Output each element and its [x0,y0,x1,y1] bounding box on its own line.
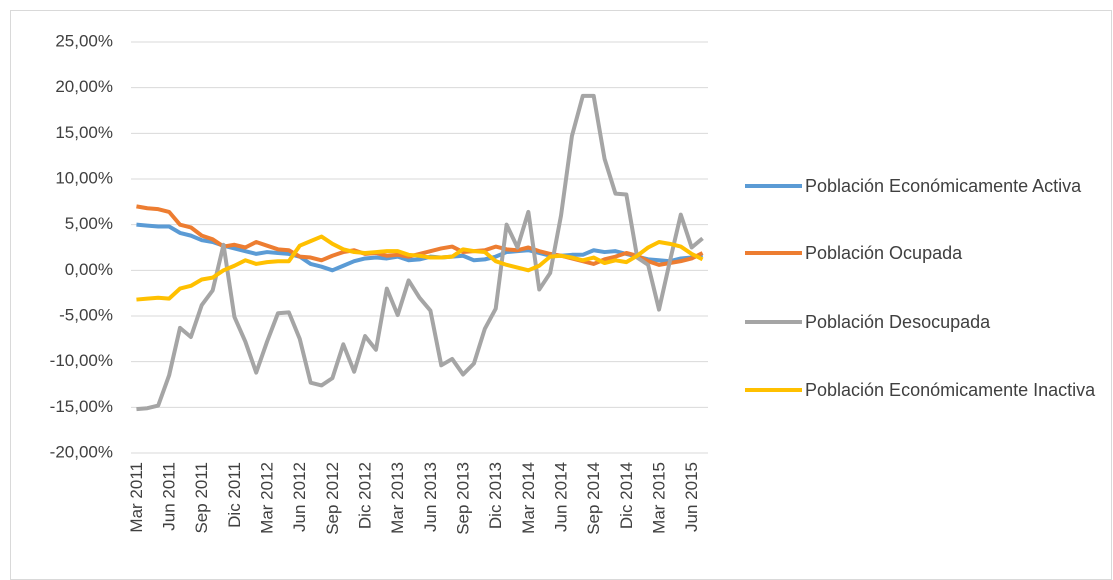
y-tick-label: 10,00% [55,168,113,187]
x-tick-label: Mar 2013 [388,462,407,534]
y-tick-label: -15,00% [50,397,113,416]
legend-label: Población Económicamente Activa [805,176,1082,196]
y-tick-label: 15,00% [55,123,113,142]
x-tick-label: Mar 2014 [519,462,538,534]
y-tick-label: 25,00% [55,31,113,50]
x-tick-label: Mar 2012 [258,462,277,534]
x-tick-label: Sep 2012 [323,462,342,535]
x-tick-label: Jun 2011 [160,462,179,531]
y-tick-label: -5,00% [59,305,113,324]
y-tick-label: 5,00% [65,214,113,233]
x-tick-label: Dic 2012 [356,462,375,529]
y-tick-label: 0,00% [65,260,113,279]
x-tick-label: Jun 2014 [552,462,571,532]
x-tick-label: Sep 2014 [584,462,603,535]
x-tick-label: Dic 2013 [486,462,505,529]
x-tick-label: Jun 2012 [290,462,309,532]
x-tick-label: Dic 2011 [225,462,244,528]
y-tick-label: -10,00% [50,351,113,370]
y-tick-label: -20,00% [50,442,113,461]
x-tick-label: Mar 2015 [649,462,668,534]
series-line [136,93,704,412]
series-line [136,234,704,302]
x-tick-label: Dic 2014 [617,462,636,529]
x-tick-label: Jun 2013 [421,462,440,532]
x-tick-label: Sep 2013 [454,462,473,535]
legend-label: Población Ocupada [805,243,963,263]
x-tick-label: Sep 2011 [192,462,211,534]
x-tick-label: Jun 2015 [682,462,701,532]
y-tick-label: 20,00% [55,77,113,96]
x-tick-label: Mar 2011 [127,462,146,533]
legend-label: Población Económicamente Inactiva [805,380,1096,400]
legend-label: Población Desocupada [805,312,991,332]
series-line [136,222,704,273]
